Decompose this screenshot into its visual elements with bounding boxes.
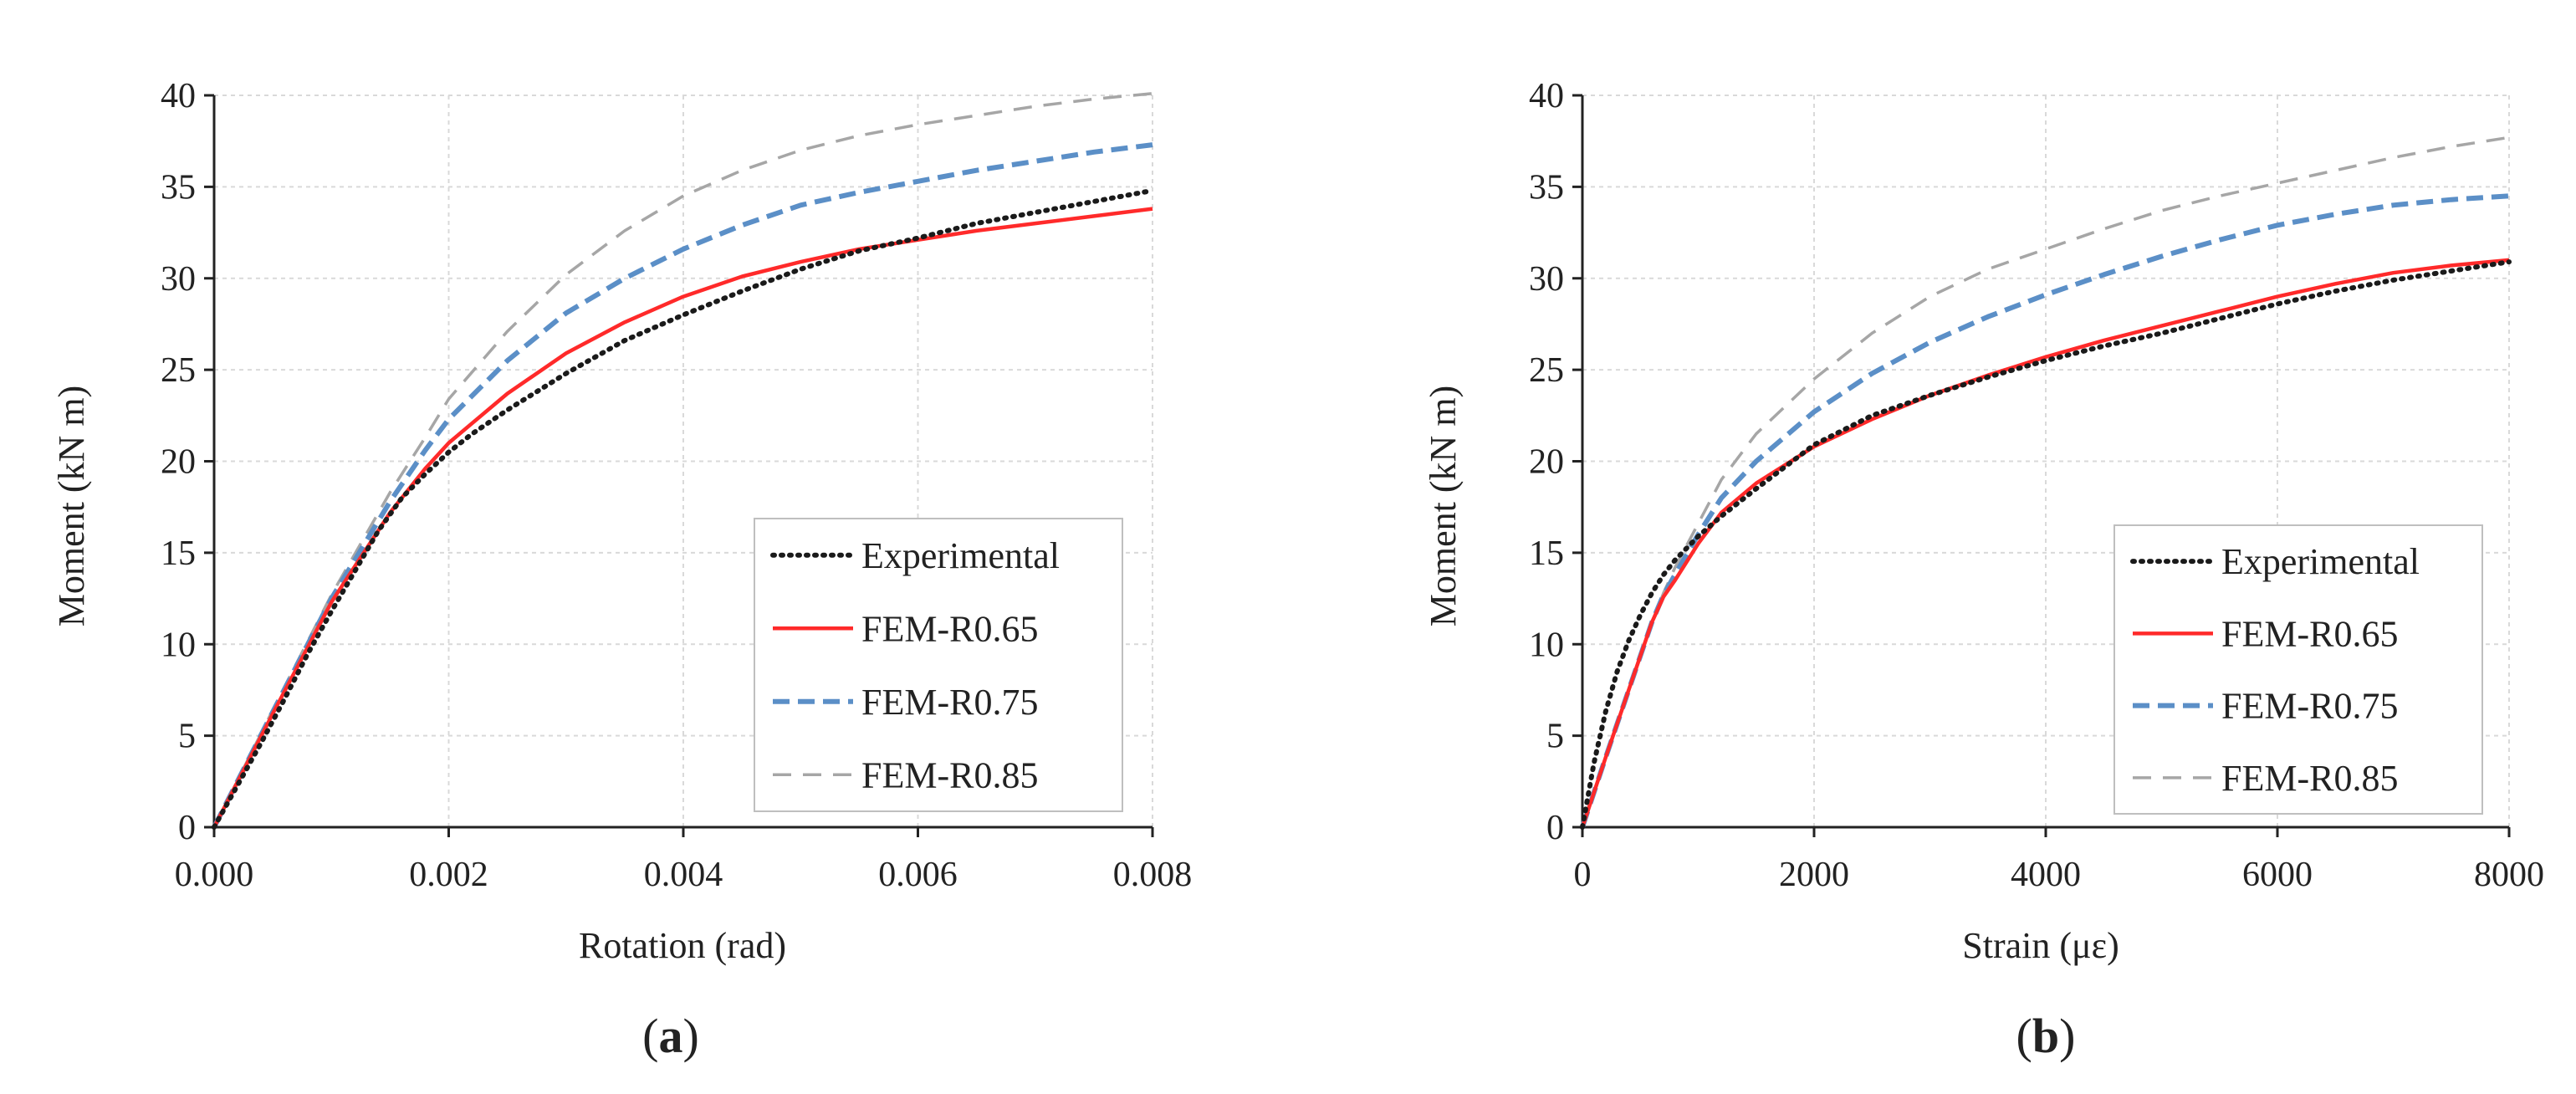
x-tick-label: 4000 — [2011, 856, 2081, 894]
legend-a: Experimental FEM-R0.65 FEM-R0.75 FEM-R0.85 — [754, 518, 1123, 812]
legend-label: FEM-R0.65 — [861, 608, 1038, 649]
x-tick-label: 2000 — [1779, 856, 1849, 894]
x-tick-label: 8000 — [2474, 856, 2544, 894]
y-tick-label: 40 — [1529, 77, 1564, 115]
x-tick-label: 6000 — [2242, 856, 2313, 894]
legend-label: FEM-R0.75 — [861, 682, 1038, 723]
legend-label: Experimental — [861, 535, 1060, 576]
x-tick-label: 0 — [1574, 856, 1592, 894]
x-tick-label: 0.000 — [175, 856, 254, 894]
x-tick-label: 0.004 — [644, 856, 723, 894]
y-tick-label: 5 — [178, 718, 196, 756]
y-tick-label: 30 — [1529, 260, 1564, 299]
legend-label: FEM-R0.75 — [2221, 686, 2398, 727]
legend-label: FEM-R0.85 — [2221, 758, 2398, 799]
y-tick-label: 20 — [161, 443, 196, 482]
series-a — [212, 92, 1155, 830]
legend-box — [2113, 524, 2483, 815]
y-tick-label: 20 — [1529, 443, 1564, 482]
chart-panel-b: 0 5 10 15 20 25 30 35 40 0 2000 4000 6000 8000 Exper… — [1423, 77, 2544, 1063]
x-axis-a: 0.000 0.002 0.004 0.006 0.008 — [175, 826, 1193, 894]
legend-label: FEM-R0.65 — [2221, 613, 2398, 654]
y-tick-label: 35 — [161, 168, 196, 207]
series-line-fem-r0-85 — [212, 92, 1153, 828]
legend-label: Experimental — [2221, 541, 2420, 582]
y-axis-a: 0 5 10 15 20 25 30 35 40 — [161, 77, 216, 847]
x-axis-b: 0 2000 4000 6000 8000 — [1574, 826, 2544, 894]
panel-label-a: (a) — [642, 1009, 699, 1063]
y-axis-b: 0 5 10 15 20 25 30 35 40 — [1529, 77, 1584, 847]
y-tick-label: 10 — [161, 626, 196, 664]
y-tick-label: 0 — [1546, 809, 1564, 847]
y-tick-label: 30 — [161, 260, 196, 299]
x-axis-label-a: Rotation (rad) — [579, 925, 786, 966]
y-tick-label: 15 — [1529, 534, 1564, 573]
y-tick-label: 25 — [1529, 351, 1564, 390]
y-tick-label: 15 — [161, 534, 196, 573]
y-tick-label: 10 — [1529, 626, 1564, 664]
panel-label-b: (b) — [2016, 1009, 2076, 1063]
y-tick-label: 35 — [1529, 168, 1564, 207]
x-axis-label-b: Strain (με) — [1962, 925, 2119, 966]
legend-label: FEM-R0.85 — [861, 754, 1038, 795]
y-axis-label-b: Moment (kN m) — [1423, 386, 1464, 626]
y-tick-label: 0 — [178, 809, 196, 847]
y-axis-label-a: Moment (kN m) — [51, 386, 92, 626]
series-line-fem-r0-85 — [1581, 135, 2510, 828]
y-tick-label: 25 — [161, 351, 196, 390]
panel-label-b-letter: b — [2032, 1009, 2059, 1063]
series-line-experimental — [212, 187, 1155, 830]
x-tick-label: 0.002 — [409, 856, 488, 894]
y-tick-label: 40 — [161, 77, 196, 115]
legend-b: Experimental FEM-R0.65 FEM-R0.75 FEM-R0.85 — [2113, 524, 2483, 815]
panel-label-a-letter: a — [659, 1009, 683, 1063]
y-tick-label: 5 — [1546, 718, 1564, 756]
legend-box — [754, 518, 1123, 812]
series-line-experimental — [1580, 259, 2512, 830]
series-b — [1580, 135, 2512, 830]
series-line-fem-r0-75 — [212, 142, 1153, 829]
x-tick-label: 0.006 — [878, 856, 958, 894]
x-tick-label: 0.008 — [1113, 856, 1193, 894]
